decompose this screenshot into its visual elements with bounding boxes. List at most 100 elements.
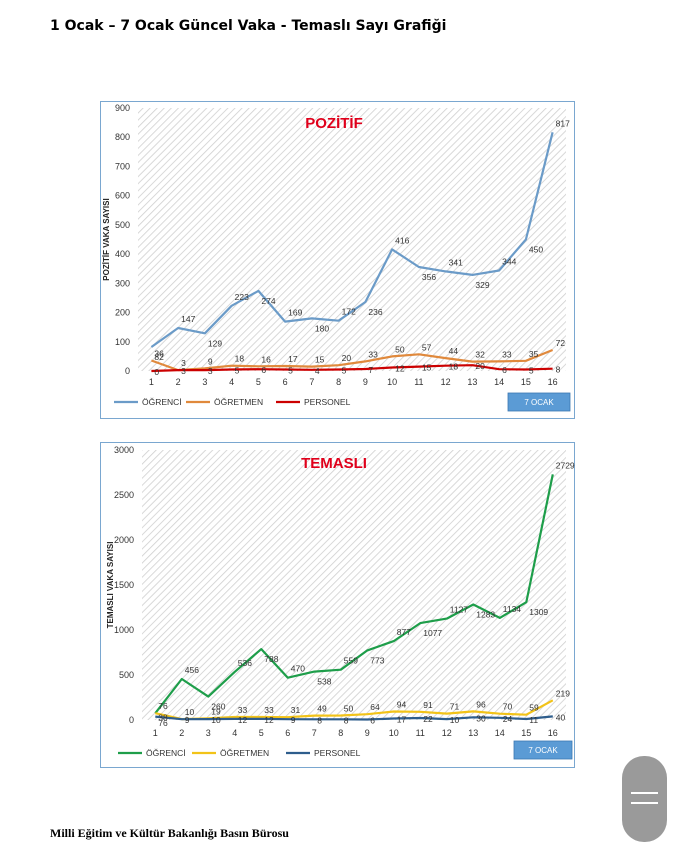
data-label: 9 <box>208 356 213 366</box>
x-tick-label: 11 <box>416 728 425 738</box>
data-label: 3 <box>208 366 213 376</box>
x-tick-label: 16 <box>548 377 558 387</box>
data-label: 3 <box>181 366 186 376</box>
x-tick-label: 2 <box>179 728 184 738</box>
data-label: 18 <box>449 362 459 372</box>
y-tick-label: 800 <box>115 132 130 142</box>
data-label: 1283 <box>476 610 495 620</box>
data-label: 76 <box>158 701 168 711</box>
y-tick-label: 2000 <box>114 535 134 545</box>
y-tick-label: 2500 <box>114 490 134 500</box>
legend-entry-2: PERSONEL <box>304 397 351 407</box>
data-label: 96 <box>476 699 486 709</box>
data-label: 33 <box>238 705 248 715</box>
data-label: 59 <box>529 703 539 713</box>
data-label: 35 <box>529 349 539 359</box>
data-label: 450 <box>529 245 543 255</box>
chart-title: TEMASLI <box>301 455 367 472</box>
y-tick-label: 500 <box>115 220 130 230</box>
data-label: 10 <box>185 707 195 717</box>
series-line-2 <box>155 715 553 721</box>
data-label: 7 <box>368 365 373 375</box>
data-label: 20 <box>342 353 352 363</box>
data-label: 3 <box>181 358 186 368</box>
data-label: 71 <box>450 702 460 712</box>
data-label: 91 <box>423 700 433 710</box>
menu-icon-bar-top <box>631 792 658 794</box>
data-label: 5 <box>529 366 534 376</box>
x-tick-label: 11 <box>414 377 423 387</box>
series-line-2 <box>151 364 553 373</box>
y-axis-label: POZİTİF VAKA SAYISI <box>102 198 111 280</box>
x-tick-label: 2 <box>176 377 181 387</box>
data-label: 57 <box>422 342 432 352</box>
plot-area <box>138 108 566 371</box>
data-label: 260 <box>211 702 225 712</box>
x-tick-label: 12 <box>442 728 452 738</box>
data-label: 2729 <box>556 460 575 470</box>
data-label: 5 <box>342 366 347 376</box>
data-label: 15 <box>315 355 325 365</box>
data-label: 64 <box>370 702 380 712</box>
x-tick-label: 13 <box>467 377 477 387</box>
data-label: 9 <box>291 715 296 725</box>
data-label: 44 <box>449 346 459 356</box>
data-label: 9 <box>185 715 190 725</box>
data-label: 219 <box>556 688 570 698</box>
data-label: 6 <box>502 365 507 375</box>
data-label: 147 <box>181 314 195 324</box>
data-label: 877 <box>397 627 411 637</box>
data-label: 5 <box>288 366 293 376</box>
data-label: 36 <box>154 348 164 358</box>
date-badge <box>507 392 571 412</box>
data-label: 536 <box>238 658 252 668</box>
x-tick-label: 5 <box>259 728 264 738</box>
x-tick-label: 7 <box>309 377 314 387</box>
data-label: 169 <box>288 308 302 318</box>
data-label: 1077 <box>423 628 442 638</box>
data-label: 5 <box>235 366 240 376</box>
x-tick-label: 6 <box>283 377 288 387</box>
data-label: 94 <box>397 700 407 710</box>
series-line-1 <box>155 699 554 721</box>
data-label: 8 <box>317 715 322 725</box>
data-label: 12 <box>238 715 248 725</box>
data-label: 12 <box>395 363 405 373</box>
data-label: 20 <box>475 361 485 371</box>
x-tick-label: 12 <box>441 377 451 387</box>
y-axis-label: TEMASLI VAKA SAYISI <box>106 542 115 629</box>
scroll-menu-button[interactable] <box>622 756 667 842</box>
data-label: 49 <box>317 704 327 714</box>
data-label: 129 <box>208 338 222 348</box>
data-label: 33 <box>368 349 378 359</box>
data-label: 456 <box>185 665 199 675</box>
x-tick-label: 6 <box>285 728 290 738</box>
data-label: 40 <box>556 712 566 722</box>
x-tick-label: 9 <box>365 728 370 738</box>
x-tick-label: 5 <box>256 377 261 387</box>
data-label: 15 <box>422 363 432 373</box>
date-badge-label: 7 OCAK <box>528 746 558 755</box>
y-tick-label: 200 <box>115 308 130 318</box>
data-label: 6 <box>370 715 375 725</box>
legend-entry-1: ÖĞRETMEN <box>214 397 263 407</box>
data-label: 10 <box>211 715 221 725</box>
series-line-1 <box>151 348 554 372</box>
plot-area <box>142 450 566 720</box>
data-label: 76 <box>158 718 168 728</box>
data-label: 38 <box>158 713 168 723</box>
y-tick-label: 3000 <box>114 445 134 455</box>
data-label: 4 <box>315 366 320 376</box>
y-tick-label: 900 <box>115 103 130 113</box>
x-tick-label: 7 <box>312 728 317 738</box>
data-label: 31 <box>291 705 301 715</box>
data-label: 817 <box>556 118 570 128</box>
data-label: 274 <box>261 296 275 306</box>
y-tick-label: 500 <box>119 670 134 680</box>
data-label: 538 <box>317 677 331 687</box>
data-label: 16 <box>261 354 271 364</box>
x-tick-label: 10 <box>387 377 397 387</box>
series-line-0 <box>154 474 554 714</box>
